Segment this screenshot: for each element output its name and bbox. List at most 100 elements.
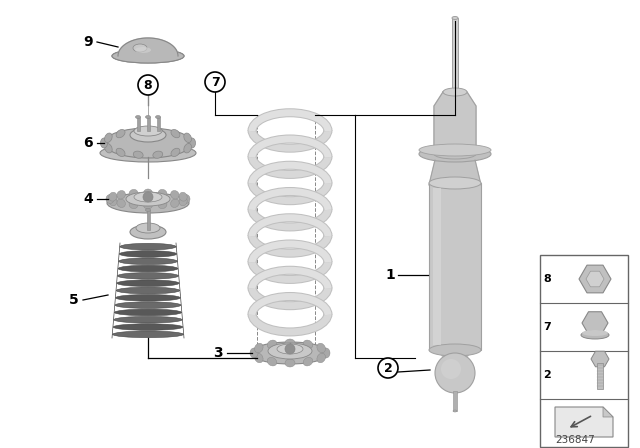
Ellipse shape — [129, 200, 138, 209]
Ellipse shape — [153, 128, 163, 135]
Text: 236847: 236847 — [555, 435, 595, 445]
Ellipse shape — [117, 280, 179, 286]
Ellipse shape — [303, 340, 313, 349]
Ellipse shape — [277, 344, 303, 354]
Ellipse shape — [120, 251, 177, 257]
Ellipse shape — [114, 316, 182, 323]
Ellipse shape — [255, 343, 263, 353]
Bar — [452, 18, 458, 95]
Text: 3: 3 — [213, 346, 223, 360]
Ellipse shape — [179, 192, 187, 201]
Ellipse shape — [179, 197, 187, 206]
Ellipse shape — [115, 302, 181, 308]
Bar — [429, 183, 481, 350]
Ellipse shape — [136, 223, 160, 233]
Polygon shape — [603, 407, 613, 417]
Circle shape — [441, 359, 461, 379]
Polygon shape — [118, 38, 178, 56]
Text: 5: 5 — [69, 293, 79, 307]
Ellipse shape — [419, 146, 491, 162]
Ellipse shape — [120, 243, 176, 250]
Ellipse shape — [116, 148, 125, 156]
Text: 4: 4 — [83, 192, 93, 206]
Ellipse shape — [171, 199, 179, 207]
Ellipse shape — [113, 331, 184, 338]
Ellipse shape — [136, 116, 141, 119]
Ellipse shape — [158, 190, 167, 198]
Text: 7: 7 — [543, 322, 551, 332]
Ellipse shape — [171, 148, 180, 156]
Ellipse shape — [100, 138, 108, 148]
Ellipse shape — [268, 340, 276, 349]
Text: 8: 8 — [543, 274, 551, 284]
Ellipse shape — [116, 129, 125, 138]
Ellipse shape — [156, 116, 161, 119]
Ellipse shape — [581, 331, 609, 339]
Ellipse shape — [250, 348, 258, 358]
Polygon shape — [441, 354, 469, 360]
Bar — [147, 210, 150, 230]
Ellipse shape — [129, 190, 138, 198]
Ellipse shape — [134, 126, 162, 136]
Ellipse shape — [317, 343, 326, 353]
Ellipse shape — [443, 88, 467, 96]
Ellipse shape — [317, 353, 326, 363]
Ellipse shape — [133, 128, 143, 135]
Ellipse shape — [109, 192, 117, 201]
Ellipse shape — [582, 330, 608, 336]
Polygon shape — [434, 92, 476, 154]
Ellipse shape — [118, 272, 179, 279]
Ellipse shape — [107, 193, 189, 213]
Polygon shape — [118, 42, 178, 56]
Ellipse shape — [452, 17, 458, 20]
Bar — [136, 117, 140, 131]
Circle shape — [138, 75, 158, 95]
Ellipse shape — [285, 359, 295, 367]
Ellipse shape — [145, 208, 150, 211]
Ellipse shape — [100, 144, 196, 162]
Circle shape — [435, 353, 475, 393]
Polygon shape — [429, 160, 481, 185]
Circle shape — [285, 344, 295, 354]
Ellipse shape — [184, 133, 191, 142]
Ellipse shape — [594, 357, 606, 362]
Text: 7: 7 — [211, 76, 220, 89]
Ellipse shape — [268, 358, 276, 366]
Ellipse shape — [285, 339, 295, 347]
Ellipse shape — [453, 410, 457, 412]
Bar — [157, 117, 159, 131]
Ellipse shape — [182, 194, 190, 203]
Ellipse shape — [143, 201, 152, 209]
Ellipse shape — [153, 151, 163, 158]
Ellipse shape — [251, 342, 329, 364]
Ellipse shape — [135, 47, 151, 53]
Ellipse shape — [429, 177, 481, 189]
Circle shape — [378, 358, 398, 378]
Ellipse shape — [113, 324, 183, 330]
Ellipse shape — [189, 138, 195, 148]
Bar — [540, 255, 628, 447]
Text: 1: 1 — [385, 268, 395, 282]
Ellipse shape — [104, 133, 112, 142]
Ellipse shape — [143, 189, 152, 197]
Ellipse shape — [133, 151, 143, 158]
Ellipse shape — [130, 128, 166, 142]
Ellipse shape — [134, 192, 162, 202]
Ellipse shape — [117, 199, 125, 207]
Ellipse shape — [434, 149, 476, 159]
Polygon shape — [555, 407, 613, 437]
Text: 2: 2 — [543, 370, 551, 380]
Text: 9: 9 — [83, 35, 93, 49]
Text: 6: 6 — [83, 136, 93, 150]
Ellipse shape — [419, 144, 491, 156]
Ellipse shape — [133, 44, 147, 52]
Ellipse shape — [145, 116, 150, 119]
Bar — [147, 117, 150, 131]
Ellipse shape — [117, 190, 125, 199]
Ellipse shape — [126, 192, 170, 206]
Ellipse shape — [171, 129, 180, 138]
Bar — [453, 391, 457, 411]
Circle shape — [143, 192, 153, 202]
Ellipse shape — [184, 143, 191, 153]
Ellipse shape — [104, 128, 192, 158]
